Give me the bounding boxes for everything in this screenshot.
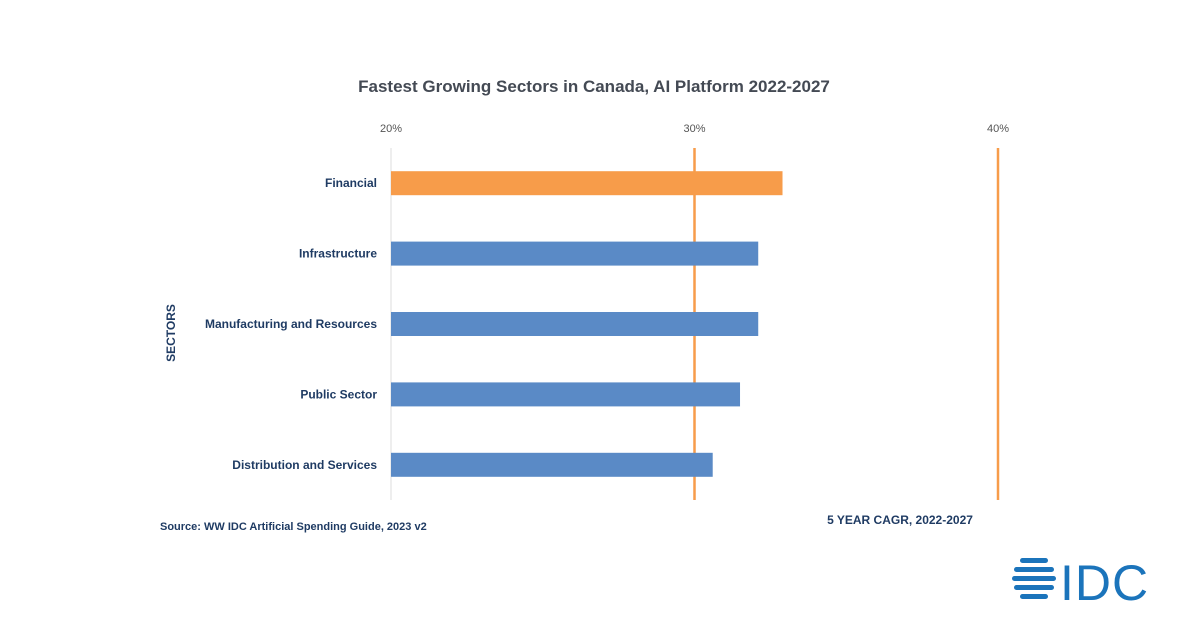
idc-logo-text: IDC: [1060, 555, 1149, 611]
bar-financial: [391, 171, 783, 196]
category-label: Public Sector: [300, 387, 377, 401]
bar-manufacturing-and-resources: [391, 312, 759, 336]
idc-logo: IDC: [1012, 555, 1149, 611]
category-label: Manufacturing and Resources: [205, 317, 377, 331]
y-axis-label: SECTORS: [164, 304, 178, 362]
bar-distribution-and-services: [391, 452, 713, 477]
source-note: Source: WW IDC Artificial Spending Guide…: [160, 521, 427, 533]
x-tick-label: 30%: [683, 123, 705, 135]
globe-icon: [1012, 558, 1056, 599]
x-tick-label: 20%: [380, 123, 402, 135]
category-label: Distribution and Services: [232, 458, 377, 472]
category-label: Financial: [325, 176, 377, 190]
category-label: Infrastructure: [299, 247, 377, 261]
chart-title: Fastest Growing Sectors in Canada, AI Pl…: [358, 77, 830, 96]
category-labels: Financial Infrastructure Manufacturing and…: [205, 176, 377, 472]
x-tick-label: 40%: [987, 123, 1009, 135]
x-axis-label: 5 YEAR CAGR, 2022-2027: [827, 513, 973, 527]
bar-public-sector: [391, 382, 741, 407]
bar-infrastructure: [391, 241, 759, 266]
bar-group: [391, 171, 783, 477]
x-tick-labels: 20% 30% 40%: [380, 123, 1009, 135]
